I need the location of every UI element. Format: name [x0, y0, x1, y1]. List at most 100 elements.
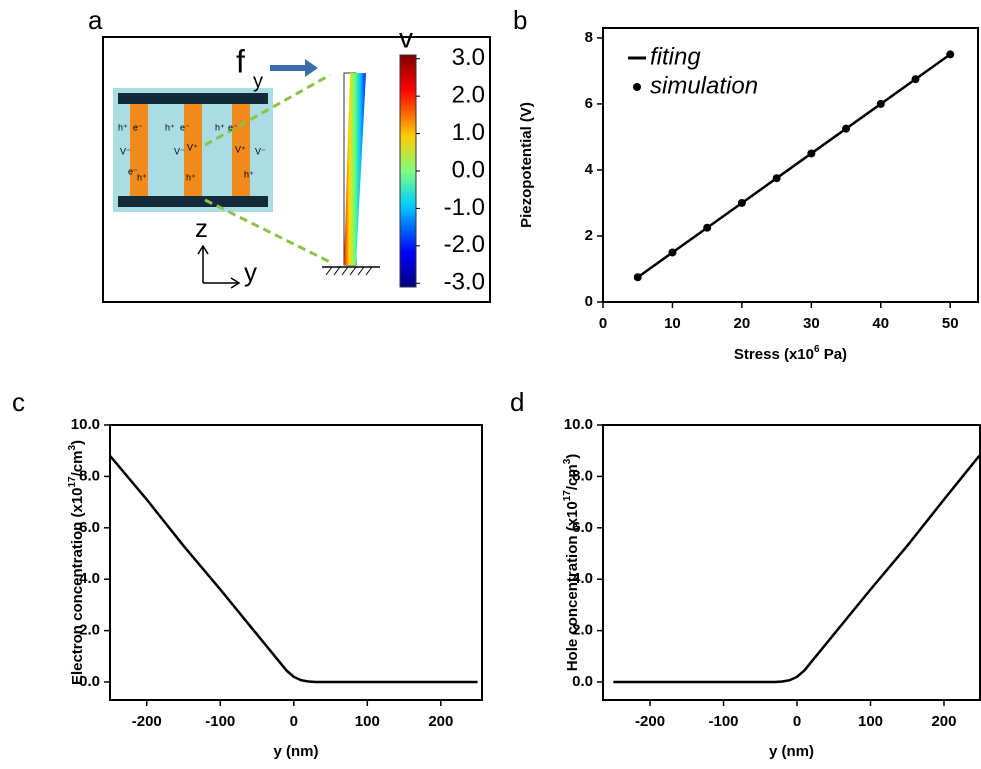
inset-label: h⁺: [118, 122, 128, 132]
y-tick-label: 0.0: [572, 673, 593, 690]
x-tick-label: -100: [709, 713, 739, 730]
panel-label: b: [513, 5, 527, 35]
y-tick-label: 10.0: [564, 416, 593, 433]
y-axis-title: Electron concentration (x1017/cm3): [67, 440, 86, 685]
label-part: /cm: [564, 464, 581, 490]
colorbar-tick-label: 1.0: [452, 119, 485, 146]
data-point: [668, 248, 677, 257]
y-axis-title: Hole concentration (x1017/cm3): [562, 454, 581, 672]
plot-frame: [602, 424, 981, 701]
legend-label: simulation: [650, 72, 758, 99]
panel-label: a: [88, 5, 103, 35]
legend-label: fiting: [650, 43, 701, 70]
ground-hatch: [325, 266, 373, 276]
inset-label: V⁻: [120, 146, 131, 156]
x-tick-label: 100: [858, 713, 883, 730]
colorbar-tick-label: -2.0: [444, 231, 485, 258]
y-tick-label: 6.0: [572, 519, 593, 536]
pillar: [232, 104, 250, 196]
label-part: Pa): [820, 346, 848, 363]
label-part: y (nm): [769, 743, 814, 760]
data-point: [703, 223, 712, 232]
inset-label: e⁻: [128, 166, 138, 176]
electrode: [118, 196, 268, 207]
panel-label: c: [12, 387, 25, 417]
x-tick-label: 20: [734, 315, 751, 332]
x-tick-label: 0: [793, 713, 801, 730]
axis-label: y: [244, 257, 257, 287]
y-axis-title: Piezopotential (V): [518, 102, 535, 228]
x-tick-label: 200: [428, 713, 453, 730]
x-tick-label: 50: [942, 315, 959, 332]
force-subscript: y: [253, 70, 263, 92]
data-point: [911, 75, 920, 84]
label-part: 17: [67, 476, 78, 488]
axis-label: z: [195, 213, 208, 243]
y-tick-label: 6: [585, 95, 593, 112]
inset-label: h⁺: [186, 172, 196, 182]
panel-label: d: [510, 387, 524, 417]
label-part: Piezopotential (V): [518, 102, 535, 228]
data-point: [772, 174, 781, 183]
colorbar-tick-label: -3.0: [444, 269, 485, 296]
inset-label: e⁻: [180, 122, 190, 132]
data-point: [842, 124, 851, 133]
x-axis-title: y (nm): [769, 743, 814, 760]
data-line: [109, 455, 478, 684]
force-arrow: [270, 59, 318, 77]
force-label: f: [236, 43, 245, 79]
label-part: 3: [67, 445, 78, 451]
label-part: /cm: [69, 451, 86, 477]
y-tick-label: 0.0: [79, 673, 100, 690]
x-tick-label: -100: [205, 713, 235, 730]
label-part: ): [564, 454, 581, 459]
inset-label: V⁺: [235, 144, 246, 154]
y-tick-label: 8.0: [572, 467, 593, 484]
plot-frame: [602, 27, 979, 303]
data-line: [613, 455, 981, 684]
legend-swatch: [633, 83, 641, 91]
label-part: ): [69, 440, 86, 445]
colorbar-tick-label: 3.0: [452, 44, 485, 71]
x-tick-label: 200: [931, 713, 956, 730]
colorbar-tick-label: 2.0: [452, 82, 485, 109]
electrode: [118, 93, 268, 104]
inset-label: V⁻: [255, 146, 266, 156]
y-tick-label: 2.0: [79, 622, 100, 639]
y-tick-label: 4.0: [79, 570, 100, 587]
x-tick-label: -200: [635, 713, 665, 730]
label-part: y (nm): [274, 743, 319, 760]
colorbar: [399, 54, 417, 288]
inset-label: h⁺: [165, 122, 175, 132]
colorbar-tick-label: 0.0: [452, 156, 485, 183]
colorbar-title: v: [399, 22, 413, 53]
data-point: [807, 149, 816, 158]
pillar: [130, 104, 148, 196]
x-axis-title: y (nm): [274, 743, 319, 760]
inset-label: V⁻: [174, 146, 185, 156]
data-point: [737, 198, 746, 207]
inset-label: V⁺: [187, 142, 198, 152]
y-tick-label: 4.0: [572, 570, 593, 587]
pillar: [184, 104, 202, 196]
label-part: Hole concentration (x10: [564, 501, 581, 671]
data-point: [946, 50, 955, 59]
zoom-line: [204, 73, 331, 147]
x-tick-label: 10: [664, 315, 681, 332]
y-tick-label: 0: [585, 293, 593, 310]
x-tick-label: 40: [872, 315, 889, 332]
y-tick-label: 4: [585, 161, 594, 178]
data-point: [876, 99, 885, 108]
y-tick-label: 8: [585, 29, 593, 46]
label-part: 17: [562, 490, 573, 502]
inset-label: h⁺: [137, 172, 147, 182]
inset-label: h⁺: [244, 169, 254, 179]
inset-label: h⁺: [215, 122, 225, 132]
axes-icon: [197, 244, 241, 289]
x-tick-label: 0: [290, 713, 298, 730]
x-axis-title: Stress (x106 Pa): [734, 344, 847, 363]
x-tick-label: 0: [599, 315, 607, 332]
colorbar-tick-label: -1.0: [444, 194, 485, 221]
label-part: 6: [814, 344, 820, 355]
x-tick-label: -200: [132, 713, 162, 730]
